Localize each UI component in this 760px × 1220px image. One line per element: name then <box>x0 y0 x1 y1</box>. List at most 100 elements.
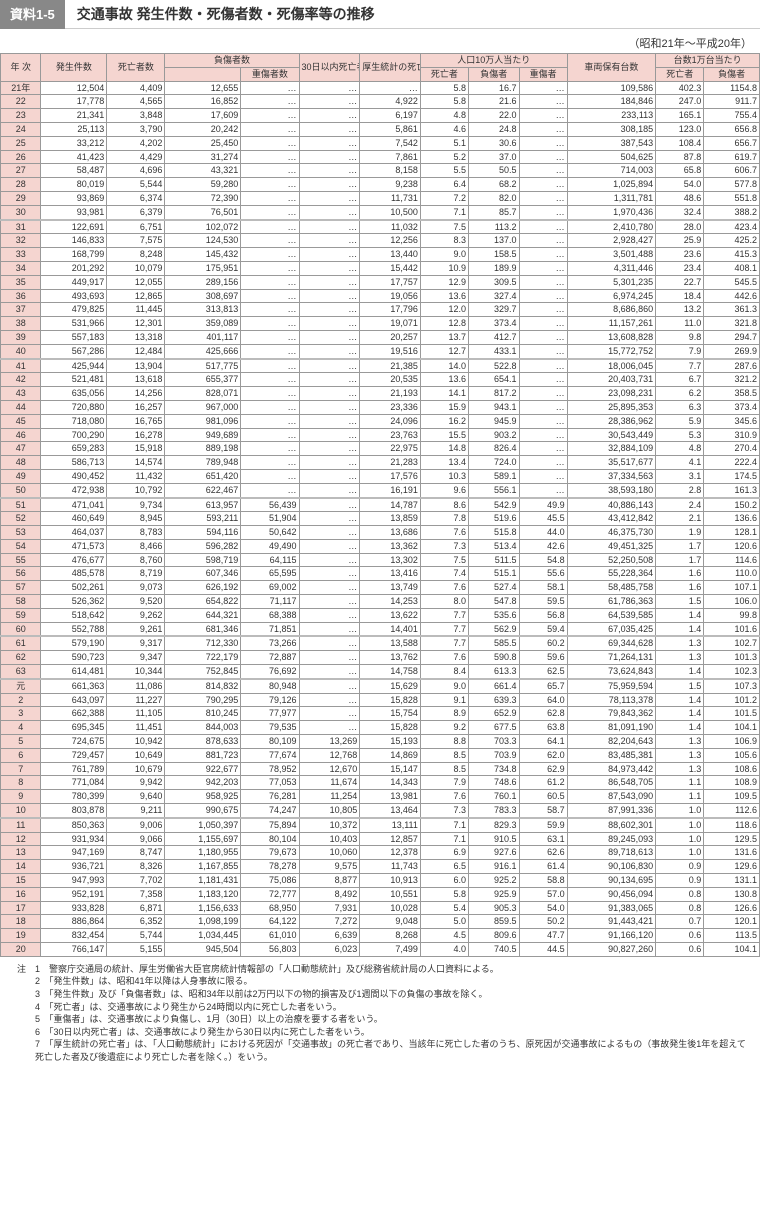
cell-value: 905.3 <box>468 901 519 915</box>
cell-year: 30 <box>1 205 41 219</box>
cell-value: 8,747 <box>107 846 165 860</box>
cell-value: 269.9 <box>704 344 760 358</box>
cell-year: 57 <box>1 581 41 595</box>
cell-value: 13,608,828 <box>567 330 656 344</box>
cell-value: … <box>241 414 299 428</box>
cell-value: 18,006,045 <box>567 359 656 373</box>
cell-year: 34 <box>1 261 41 275</box>
cell-value: 942,203 <box>165 776 241 790</box>
table-row: 54471,5738,466596,28249,490…13,3627.3513… <box>1 539 760 553</box>
cell-value: 803,878 <box>41 804 107 818</box>
cell-value: 329.7 <box>468 303 519 317</box>
table-row: 46700,29016,278949,689……23,76315.5903.2…… <box>1 428 760 442</box>
cell-value: 1.4 <box>656 707 704 721</box>
cell-value: 51,904 <box>241 512 299 526</box>
cell-value: 752,845 <box>165 665 241 679</box>
cell-value: 93,869 <box>41 191 107 205</box>
cell-value: 64,539,585 <box>567 608 656 622</box>
cell-value: 7.7 <box>420 608 468 622</box>
cell-value: 659,283 <box>41 442 107 456</box>
cell-value: … <box>519 205 567 219</box>
table-row: 21年12,5044,40912,655………5.816.7…109,58640… <box>1 81 760 95</box>
table-row: 8771,0849,942942,20377,05311,67414,3437.… <box>1 776 760 790</box>
cell-value: … <box>519 289 567 303</box>
cell-value: 13,859 <box>360 512 421 526</box>
table-row: 56485,5788,719607,34665,595…13,4167.4515… <box>1 567 760 581</box>
cell-value: … <box>519 261 567 275</box>
col-serious: 重傷者数 <box>241 67 299 81</box>
cell-value: 8.5 <box>420 748 468 762</box>
cell-value: … <box>241 359 299 373</box>
table-row: 41425,94413,904517,775……21,38514.0522.8…… <box>1 359 760 373</box>
cell-value: 64.1 <box>519 735 567 749</box>
cell-value: 780,399 <box>41 790 107 804</box>
cell-value: 5,744 <box>107 929 165 943</box>
cell-value: 13,362 <box>360 539 421 553</box>
table-row: 2880,0195,54459,280……9,2386.468.2…1,025,… <box>1 178 760 192</box>
cell-value: 1.0 <box>656 832 704 846</box>
cell-value: 78,278 <box>241 860 299 874</box>
table-row: 2217,7784,56516,852……4,9225.821.6…184,84… <box>1 95 760 109</box>
cell-value: 12,670 <box>299 762 360 776</box>
cell-value: 502,261 <box>41 581 107 595</box>
table-row: 63614,48110,344752,84576,692…14,7588.461… <box>1 665 760 679</box>
cell-value: 23.6 <box>656 248 704 262</box>
cell-value: 43,321 <box>165 164 241 178</box>
cell-value: 1,181,431 <box>165 874 241 888</box>
cell-value: 590,723 <box>41 651 107 665</box>
table-row: 13947,1698,7471,180,95579,67310,06012,37… <box>1 846 760 860</box>
cell-year: 45 <box>1 414 41 428</box>
cell-value: 598,719 <box>165 553 241 567</box>
cell-value: 101.5 <box>704 707 760 721</box>
cell-value: 16.2 <box>420 414 468 428</box>
cell-value: 521,481 <box>41 373 107 387</box>
cell-value: 49,490 <box>241 539 299 553</box>
cell-value: 52,250,508 <box>567 553 656 567</box>
cell-value: 809.6 <box>468 929 519 943</box>
cell-value: … <box>299 330 360 344</box>
cell-value: 270.4 <box>704 442 760 456</box>
cell-year: 43 <box>1 387 41 401</box>
table-row: 39557,18313,318401,117……20,25713.7412.7…… <box>1 330 760 344</box>
cell-value: 1,167,855 <box>165 860 241 874</box>
col-injured-sub <box>165 67 241 81</box>
cell-year: 38 <box>1 317 41 331</box>
cell-value: … <box>299 608 360 622</box>
cell-value: 71,851 <box>241 622 299 636</box>
cell-value: 32.4 <box>656 205 704 219</box>
cell-value: 75,959,594 <box>567 679 656 693</box>
cell-year: 63 <box>1 665 41 679</box>
cell-value: 31,274 <box>165 150 241 164</box>
cell-value: 9,073 <box>107 581 165 595</box>
cell-value: 25.9 <box>656 234 704 248</box>
cell-value: 814,832 <box>165 679 241 693</box>
cell-value: 175,951 <box>165 261 241 275</box>
cell-value: 62.0 <box>519 748 567 762</box>
cell-value: 161.3 <box>704 483 760 497</box>
cell-value: 113.2 <box>468 220 519 234</box>
cell-value: 57.0 <box>519 887 567 901</box>
cell-value: … <box>299 164 360 178</box>
cell-value: 48.6 <box>656 191 704 205</box>
table-row: 3093,9816,37976,501……10,5007.185.7…1,970… <box>1 205 760 219</box>
cell-value: … <box>241 373 299 387</box>
cell-value: 0.8 <box>656 901 704 915</box>
cell-value: 412.7 <box>468 330 519 344</box>
cell-value: 15,828 <box>360 721 421 735</box>
cell-value: 7.1 <box>420 205 468 219</box>
cell-value: 68.2 <box>468 178 519 192</box>
cell-value: 19,056 <box>360 289 421 303</box>
cell-value: 639.3 <box>468 693 519 707</box>
cell-value: 373.4 <box>468 317 519 331</box>
cell-value: 168,799 <box>41 248 107 262</box>
footnote-line: 6 「30日以内死亡者」は、交通事故により発生から30日以内に死亡した者をいう。 <box>8 1026 752 1039</box>
col-per100k-d: 死亡者 <box>420 67 468 81</box>
cell-value: 30,543,449 <box>567 428 656 442</box>
cell-value: 700,290 <box>41 428 107 442</box>
cell-value: 105.6 <box>704 748 760 762</box>
cell-value: 24.8 <box>468 122 519 136</box>
cell-value: 58.1 <box>519 581 567 595</box>
traffic-stats-table: 年 次 発生件数 死亡者数 負傷者数 30日以内死亡者数 厚生統計の死亡者数 人… <box>0 53 760 957</box>
cell-value: 8,492 <box>299 887 360 901</box>
cell-value: 12.8 <box>420 317 468 331</box>
